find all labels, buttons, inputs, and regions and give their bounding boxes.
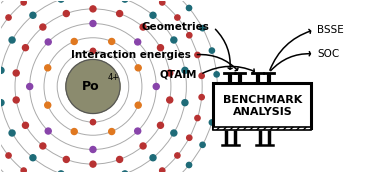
Ellipse shape — [187, 33, 192, 38]
Ellipse shape — [150, 12, 156, 18]
Ellipse shape — [186, 162, 192, 168]
Ellipse shape — [45, 128, 51, 134]
Ellipse shape — [140, 24, 146, 30]
Ellipse shape — [63, 156, 69, 162]
Ellipse shape — [21, 168, 26, 173]
Ellipse shape — [13, 97, 19, 103]
Ellipse shape — [45, 39, 51, 45]
Ellipse shape — [30, 155, 36, 161]
Ellipse shape — [90, 120, 96, 125]
Text: ANALYSIS: ANALYSIS — [232, 107, 292, 117]
Ellipse shape — [0, 67, 4, 73]
Ellipse shape — [199, 73, 204, 79]
Ellipse shape — [58, 171, 64, 173]
Ellipse shape — [153, 84, 159, 89]
Ellipse shape — [140, 143, 146, 149]
Ellipse shape — [209, 120, 215, 125]
Ellipse shape — [22, 45, 28, 51]
Ellipse shape — [135, 39, 141, 45]
Ellipse shape — [109, 38, 115, 44]
Ellipse shape — [195, 52, 200, 58]
Ellipse shape — [122, 0, 128, 2]
Ellipse shape — [158, 122, 164, 128]
Ellipse shape — [160, 0, 165, 5]
Ellipse shape — [171, 130, 177, 136]
Text: QTAIM: QTAIM — [159, 70, 197, 79]
Ellipse shape — [6, 15, 11, 20]
Ellipse shape — [171, 37, 177, 43]
Ellipse shape — [135, 65, 141, 71]
Ellipse shape — [90, 21, 96, 26]
Text: BENCHMARK: BENCHMARK — [223, 95, 302, 105]
Ellipse shape — [200, 26, 205, 31]
Ellipse shape — [158, 45, 164, 51]
Ellipse shape — [40, 143, 46, 149]
Ellipse shape — [45, 102, 51, 108]
Ellipse shape — [160, 168, 165, 173]
Ellipse shape — [45, 65, 51, 71]
Ellipse shape — [90, 161, 96, 167]
Ellipse shape — [30, 12, 36, 18]
Ellipse shape — [209, 48, 215, 53]
Ellipse shape — [21, 0, 26, 5]
Ellipse shape — [117, 11, 122, 17]
Ellipse shape — [71, 129, 77, 135]
Text: SOC: SOC — [317, 49, 339, 59]
Ellipse shape — [195, 115, 200, 121]
Text: Interaction energies: Interaction energies — [71, 50, 191, 60]
Ellipse shape — [0, 100, 4, 106]
Ellipse shape — [175, 15, 180, 20]
Ellipse shape — [109, 129, 115, 135]
Ellipse shape — [13, 70, 19, 76]
Ellipse shape — [135, 128, 141, 134]
Text: Po: Po — [82, 80, 100, 93]
Ellipse shape — [90, 147, 96, 152]
Ellipse shape — [200, 142, 205, 147]
Ellipse shape — [135, 102, 141, 108]
Ellipse shape — [182, 100, 188, 106]
Ellipse shape — [167, 70, 173, 76]
Ellipse shape — [40, 24, 46, 30]
Ellipse shape — [58, 0, 64, 2]
Text: Geometries: Geometries — [142, 22, 210, 32]
Text: BSSE: BSSE — [317, 25, 344, 35]
Ellipse shape — [199, 94, 204, 100]
Ellipse shape — [214, 72, 219, 77]
Ellipse shape — [150, 155, 156, 161]
Ellipse shape — [167, 97, 173, 103]
Ellipse shape — [22, 122, 28, 128]
Ellipse shape — [9, 130, 15, 136]
Ellipse shape — [71, 38, 77, 44]
Ellipse shape — [63, 11, 69, 17]
Ellipse shape — [186, 5, 192, 11]
Bar — [214, 127, 311, 130]
Bar — [214, 83, 311, 128]
Ellipse shape — [122, 171, 128, 173]
Ellipse shape — [66, 60, 120, 113]
Ellipse shape — [6, 153, 11, 158]
Ellipse shape — [27, 84, 33, 89]
Ellipse shape — [214, 96, 219, 101]
Text: 4+: 4+ — [107, 73, 119, 82]
Ellipse shape — [116, 156, 122, 162]
Ellipse shape — [175, 153, 180, 158]
Ellipse shape — [90, 6, 96, 12]
Ellipse shape — [9, 37, 15, 43]
Ellipse shape — [187, 135, 192, 140]
Ellipse shape — [182, 67, 188, 73]
Ellipse shape — [90, 48, 96, 53]
